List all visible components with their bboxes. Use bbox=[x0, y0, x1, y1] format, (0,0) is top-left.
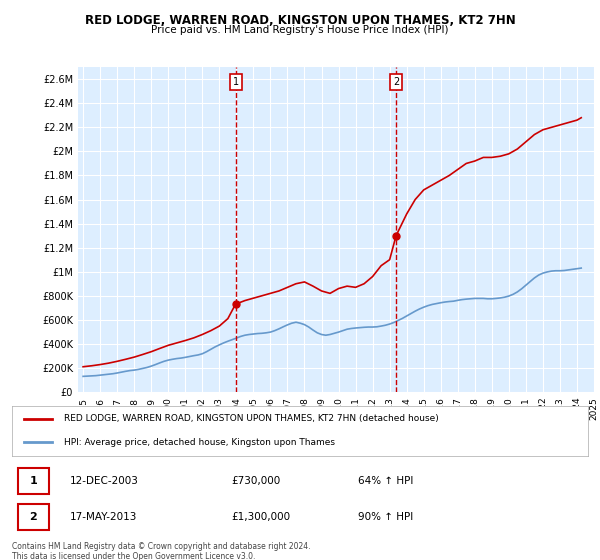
Text: Contains HM Land Registry data © Crown copyright and database right 2024.
This d: Contains HM Land Registry data © Crown c… bbox=[12, 542, 311, 560]
Text: £730,000: £730,000 bbox=[231, 476, 280, 486]
Text: 12-DEC-2003: 12-DEC-2003 bbox=[70, 476, 139, 486]
Text: 90% ↑ HPI: 90% ↑ HPI bbox=[358, 512, 413, 522]
Text: Price paid vs. HM Land Registry's House Price Index (HPI): Price paid vs. HM Land Registry's House … bbox=[151, 25, 449, 35]
Text: 64% ↑ HPI: 64% ↑ HPI bbox=[358, 476, 413, 486]
Text: 1: 1 bbox=[29, 476, 37, 486]
Text: HPI: Average price, detached house, Kingston upon Thames: HPI: Average price, detached house, King… bbox=[64, 438, 335, 447]
Text: RED LODGE, WARREN ROAD, KINGSTON UPON THAMES, KT2 7HN (detached house): RED LODGE, WARREN ROAD, KINGSTON UPON TH… bbox=[64, 414, 439, 423]
Text: RED LODGE, WARREN ROAD, KINGSTON UPON THAMES, KT2 7HN: RED LODGE, WARREN ROAD, KINGSTON UPON TH… bbox=[85, 14, 515, 27]
Text: £1,300,000: £1,300,000 bbox=[231, 512, 290, 522]
Text: 17-MAY-2013: 17-MAY-2013 bbox=[70, 512, 137, 522]
FancyBboxPatch shape bbox=[18, 505, 49, 530]
FancyBboxPatch shape bbox=[18, 468, 49, 494]
Text: 2: 2 bbox=[29, 512, 37, 522]
Text: 1: 1 bbox=[232, 77, 239, 87]
Text: 2: 2 bbox=[393, 77, 399, 87]
